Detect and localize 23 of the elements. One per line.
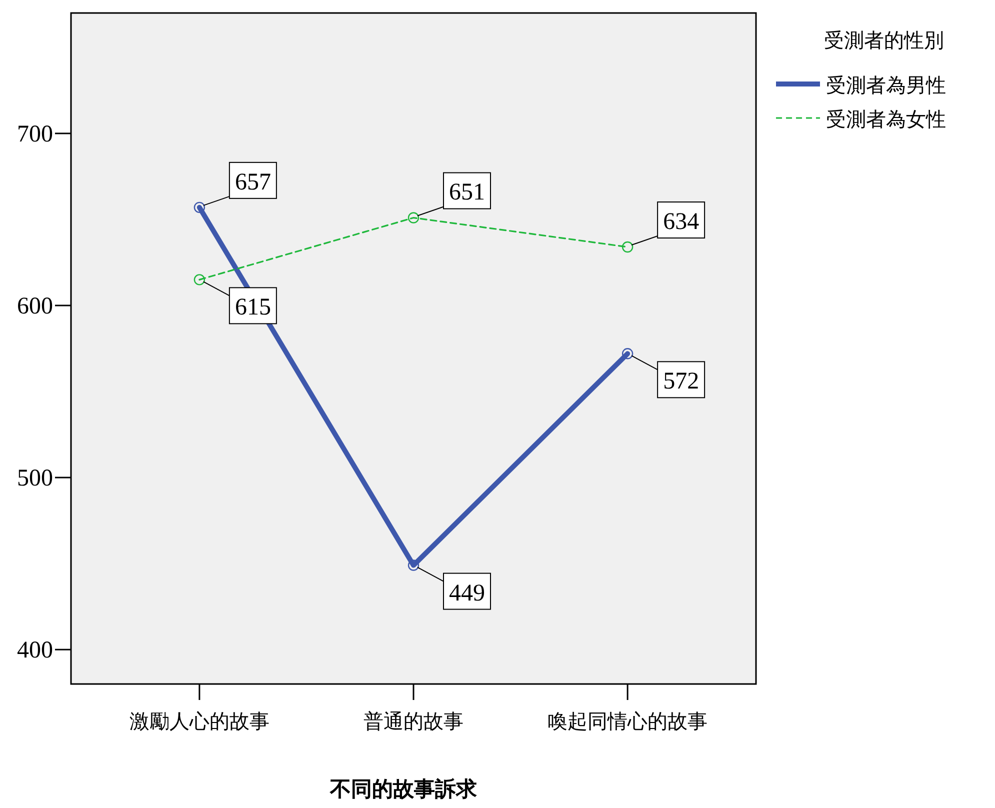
point xyxy=(408,560,420,571)
data-label: 657 xyxy=(234,169,271,196)
point xyxy=(622,348,634,360)
x-tick-label: 喚起同情心的故事 xyxy=(548,709,708,733)
y-tick-label: 600 xyxy=(17,293,53,320)
x-axis-title: 不同的故事訴求 xyxy=(329,777,478,801)
data-label: 572 xyxy=(663,368,700,395)
point xyxy=(408,212,420,224)
data-label: 449 xyxy=(449,580,485,606)
data-label: 634 xyxy=(663,208,700,235)
legend-label: 受測者為女性 xyxy=(826,107,946,131)
x-tick-label: 激勵人心的故事 xyxy=(129,709,270,733)
point xyxy=(622,241,634,253)
data-label: 651 xyxy=(449,180,485,206)
y-tick-label: 500 xyxy=(17,466,53,492)
point xyxy=(194,202,206,214)
data-label: 615 xyxy=(234,294,271,321)
legend-title: 受測者的性別 xyxy=(824,28,944,52)
y-tick-label: 400 xyxy=(17,638,53,664)
legend-label: 受測者為男性 xyxy=(826,73,946,97)
x-tick-label: 普通的故事 xyxy=(364,709,464,733)
point xyxy=(194,274,206,286)
y-tick-label: 700 xyxy=(17,121,53,148)
